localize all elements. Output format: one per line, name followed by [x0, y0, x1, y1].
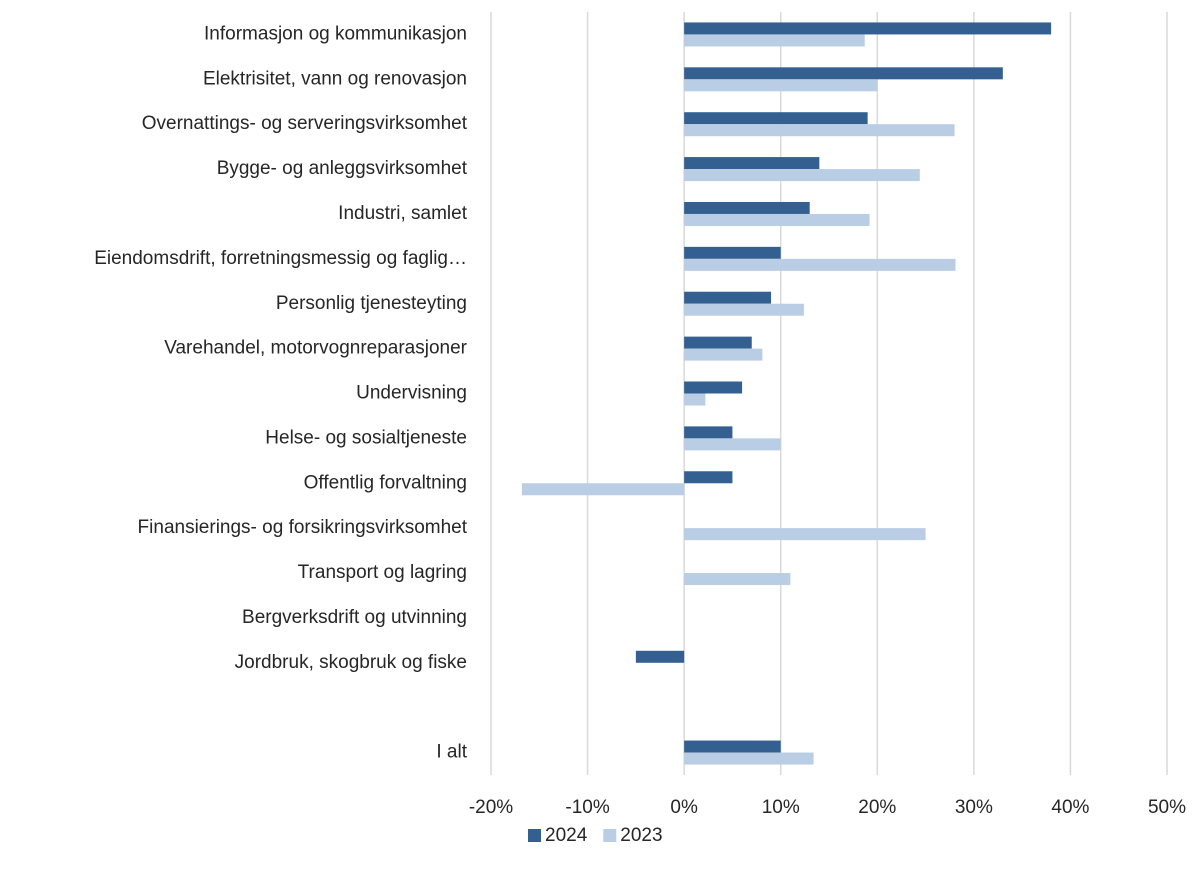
x-tick-label: -20% [469, 797, 513, 818]
bar [684, 124, 955, 137]
y-tick-label: Finansierings- og forsikringsvirksomhet [138, 517, 468, 538]
x-tick-label: 20% [858, 797, 896, 818]
y-tick-label: Offentlig forvaltning [304, 472, 467, 493]
bar [684, 381, 743, 394]
bar [684, 528, 926, 541]
bar [684, 348, 763, 361]
x-tick-label: 10% [762, 797, 800, 818]
bar [684, 213, 870, 226]
y-tick-label: Personlig tjenesteyting [276, 293, 467, 314]
bar [684, 246, 781, 259]
bar [684, 201, 810, 214]
y-tick-label: Elektrisitet, vann og renovasjon [203, 68, 467, 89]
y-tick-label: I alt [436, 742, 467, 763]
bar [684, 573, 791, 586]
x-tick-label: -10% [565, 797, 609, 818]
bar [684, 471, 733, 484]
bar [684, 303, 804, 316]
legend-swatch [603, 829, 617, 842]
bar [635, 650, 685, 663]
x-tick-label: 30% [955, 797, 993, 818]
y-tick-label: Eiendomsdrift, forretningsmessig og fagl… [94, 248, 467, 269]
y-tick-label: Industri, samlet [338, 203, 468, 224]
bar [684, 79, 878, 92]
bar [684, 112, 868, 125]
y-tick-label: Helse- og sosialtjeneste [265, 427, 467, 448]
y-tick-label: Transport og lagring [298, 562, 467, 583]
bar [684, 34, 865, 47]
bar [684, 291, 772, 304]
x-tick-label: 40% [1051, 797, 1089, 818]
bar [684, 438, 781, 451]
y-tick-label: Jordbruk, skogbruk og fiske [235, 652, 467, 673]
y-tick-label: Varehandel, motorvognreparasjoner [164, 338, 467, 359]
y-tick-label: Undervisning [356, 383, 467, 404]
bar [684, 393, 706, 406]
bar [684, 426, 733, 439]
bar [684, 22, 1052, 35]
x-tick-label: 0% [670, 797, 698, 818]
y-tick-label: Informasjon og kommunikasjon [204, 23, 467, 44]
bar [684, 740, 781, 753]
bar [684, 157, 820, 170]
y-tick-label: Bergverksdrift og utvinning [242, 607, 467, 628]
bar [684, 336, 752, 349]
bar [521, 483, 685, 496]
y-tick-label: Overnattings- og serveringsvirksomhet [142, 113, 468, 134]
bar [684, 752, 814, 765]
legend-label: 2023 [620, 825, 662, 846]
y-tick-label: Bygge- og anleggsvirksomhet [217, 158, 468, 179]
bar [684, 258, 956, 271]
bar [684, 67, 1003, 80]
x-tick-label: 50% [1148, 797, 1186, 818]
bar [684, 169, 920, 182]
legend-label: 2024 [545, 825, 588, 846]
legend-swatch [528, 829, 541, 842]
